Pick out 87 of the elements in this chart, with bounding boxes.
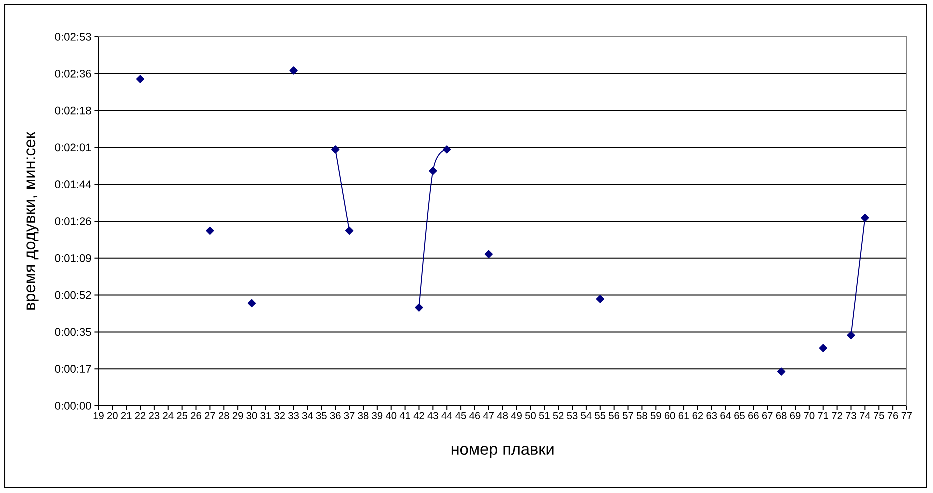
y-tick-label: 0:01:26 — [55, 218, 92, 226]
x-tick-label: 55 — [595, 412, 606, 420]
point — [847, 331, 856, 340]
x-tick-label: 63 — [706, 412, 718, 420]
x-tick-label: 52 — [553, 412, 564, 420]
x-tick-label: 67 — [762, 412, 773, 420]
x-tick-label: 35 — [316, 412, 327, 420]
x-tick-label: 30 — [246, 412, 258, 420]
x-tick-label: 50 — [525, 412, 536, 420]
x-tick-label: 77 — [902, 412, 912, 420]
x-tick-label: 43 — [428, 412, 438, 420]
x-tick-label: 61 — [678, 412, 690, 420]
x-tick-label: 36 — [330, 412, 341, 420]
x-tick-label: 54 — [581, 412, 592, 420]
x-tick-label: 40 — [386, 412, 397, 420]
y-tick-label: 0:02:01 — [55, 144, 92, 152]
x-tick-label: 46 — [470, 412, 480, 420]
x-tick-label: 34 — [302, 412, 314, 420]
y-axis-title: время додувки, мин:сек — [26, 132, 39, 310]
point — [443, 146, 452, 154]
x-tick-label: 37 — [344, 412, 355, 420]
x-tick-label: 65 — [734, 412, 745, 420]
x-tick-label: 25 — [177, 412, 188, 420]
x-tick-label: 72 — [832, 412, 842, 420]
y-tick-label: 0:02:18 — [55, 106, 92, 115]
x-tick-label: 24 — [163, 412, 174, 420]
x-tick-label: 68 — [776, 412, 787, 420]
point — [596, 295, 604, 304]
x-axis-title: номер плавки — [452, 446, 554, 458]
x-tick-label: 32 — [274, 412, 285, 420]
point — [415, 304, 424, 312]
point — [290, 66, 298, 75]
y-tick-label: 0:00:35 — [55, 328, 92, 336]
x-tick-label: 71 — [818, 412, 829, 420]
y-tick-label: 0:01:09 — [55, 254, 92, 262]
x-tick-label: 29 — [232, 412, 244, 420]
x-tick-label: 49 — [511, 412, 522, 420]
x-tick-label: 41 — [400, 412, 410, 420]
x-tick-label: 21 — [121, 412, 132, 420]
point — [861, 214, 870, 222]
x-tick-label: 44 — [442, 412, 452, 420]
x-tick-label: 27 — [205, 412, 216, 420]
y-tick-label: 0:02:36 — [55, 70, 92, 78]
x-tick-label: 66 — [748, 412, 759, 420]
x-tick-label: 70 — [804, 412, 815, 420]
x-tick-label: 60 — [664, 412, 676, 420]
point — [345, 226, 354, 235]
x-tick-label: 53 — [567, 412, 578, 420]
point — [136, 75, 145, 84]
point — [429, 167, 438, 176]
x-tick-label: 19 — [94, 412, 104, 420]
y-tick-label: 0:00:52 — [55, 291, 92, 300]
x-tick-label: 45 — [456, 412, 466, 420]
x-tick-label: 39 — [372, 412, 383, 420]
x-tick-label: 20 — [108, 412, 118, 420]
x-tick-label: 33 — [288, 412, 299, 420]
x-tick-label: 64 — [720, 412, 732, 420]
point — [206, 226, 214, 235]
x-tick-label: 31 — [260, 412, 272, 420]
y-tick-label: 0:00:17 — [55, 365, 92, 373]
x-tick-label: 74 — [860, 412, 871, 420]
point — [777, 368, 786, 376]
point — [332, 146, 340, 154]
x-tick-label: 42 — [414, 412, 424, 420]
x-tick-label: 51 — [539, 412, 550, 420]
y-tick-label: 0:02:53 — [55, 33, 92, 41]
point — [248, 299, 256, 308]
x-tick-label: 75 — [874, 412, 884, 420]
x-tick-label: 23 — [149, 412, 160, 420]
y-tick-label: 0:01:44 — [55, 180, 92, 189]
x-tick-label: 57 — [623, 412, 634, 420]
x-tick-label: 76 — [888, 412, 898, 420]
x-tick-label: 59 — [650, 412, 662, 420]
point — [484, 250, 493, 258]
x-tick-label: 73 — [846, 412, 856, 420]
point — [819, 344, 828, 352]
x-tick-label: 26 — [191, 412, 202, 420]
x-tick-label: 47 — [484, 412, 494, 420]
x-tick-label: 56 — [609, 412, 620, 420]
x-tick-label: 62 — [692, 412, 704, 420]
y-tick-label: 0:00:00 — [55, 402, 92, 410]
x-tick-label: 69 — [790, 412, 801, 420]
x-tick-label: 48 — [497, 412, 508, 420]
x-tick-label: 22 — [135, 412, 146, 420]
x-tick-label: 28 — [219, 412, 230, 420]
x-tick-label: 38 — [358, 412, 369, 420]
x-tick-label: 58 — [636, 412, 648, 420]
